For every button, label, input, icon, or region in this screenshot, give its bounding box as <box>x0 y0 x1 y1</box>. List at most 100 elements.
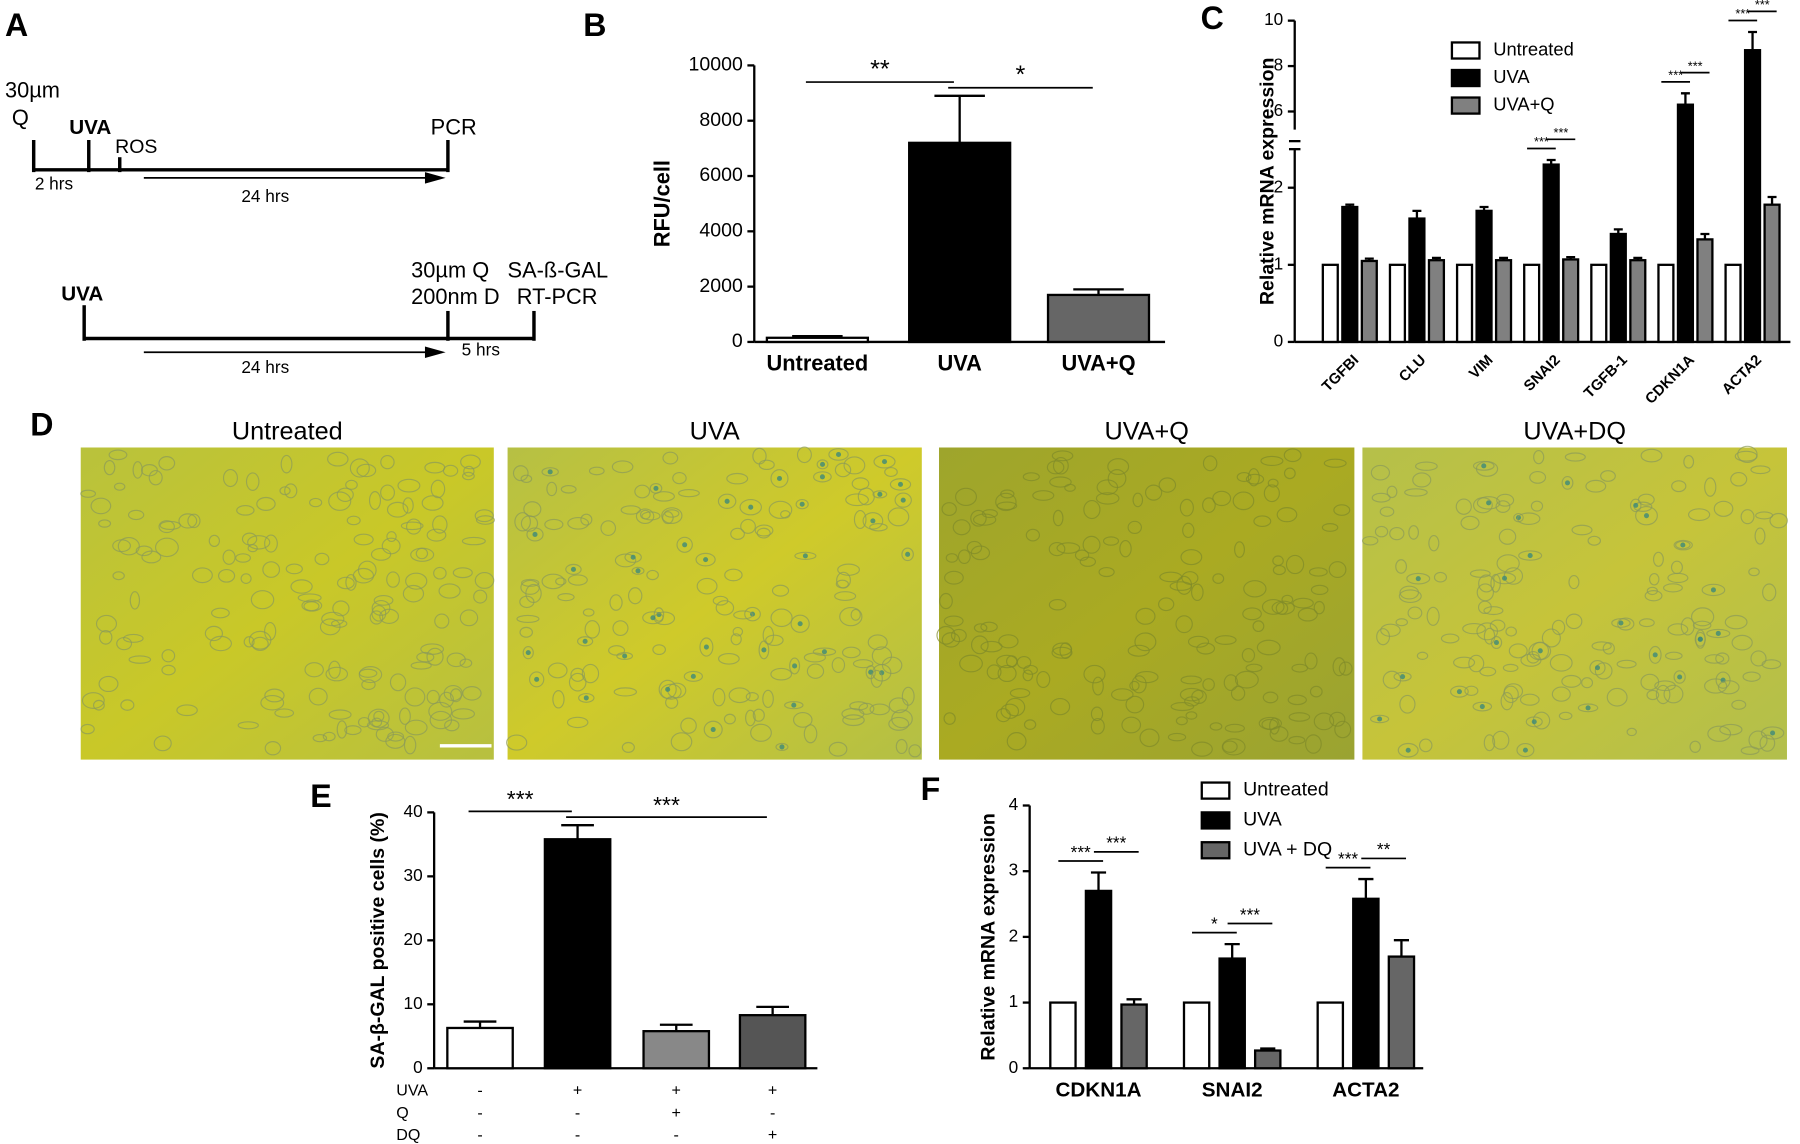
cell <box>328 660 341 679</box>
stain <box>776 475 783 481</box>
error-bar <box>1748 30 1758 51</box>
cell <box>1158 477 1177 493</box>
cell <box>1416 651 1429 660</box>
cell <box>1252 620 1265 633</box>
y-tick-label: 0 <box>1274 330 1284 350</box>
cell <box>1095 492 1120 505</box>
chart: 0 1 2 6 8 10 Relative mRNA expression TGFBI CLU V… <box>1256 0 1791 408</box>
cell <box>672 471 687 485</box>
cell <box>368 491 382 510</box>
cell <box>90 497 112 515</box>
cell <box>794 551 817 560</box>
cell <box>1371 492 1391 503</box>
bar <box>1316 1001 1345 1070</box>
cell <box>1654 680 1676 692</box>
cell <box>1476 583 1494 602</box>
y-axis-label: SA-β-GAL positive cells (%) <box>367 812 389 1068</box>
cell <box>1673 539 1693 551</box>
stain <box>748 504 754 510</box>
significance-label: *** <box>653 792 680 818</box>
cell <box>1495 500 1511 513</box>
cell <box>1589 660 1606 676</box>
error-bar <box>792 334 843 338</box>
timeline-text: 24 hrs <box>241 186 289 206</box>
error-bar <box>659 1023 693 1032</box>
error-bar <box>1546 158 1556 165</box>
cell <box>715 600 735 616</box>
cell <box>1404 488 1428 497</box>
cell <box>361 679 376 691</box>
cell <box>1267 478 1279 488</box>
cell <box>148 469 163 486</box>
cell <box>1125 695 1145 714</box>
cell <box>676 536 693 553</box>
cell <box>1690 607 1715 627</box>
cell <box>1399 585 1420 600</box>
error-bar <box>1358 877 1374 899</box>
cell <box>752 708 765 722</box>
cell <box>1242 607 1262 621</box>
cell <box>581 663 600 684</box>
cell <box>1323 458 1347 468</box>
cell <box>1175 615 1193 634</box>
error-bar <box>1700 232 1710 240</box>
significance-label: *** <box>1534 135 1549 149</box>
stain <box>1400 674 1406 680</box>
bar <box>1084 889 1113 1070</box>
treatment-mark: - <box>674 1126 679 1144</box>
cell <box>1737 445 1758 464</box>
cell <box>433 566 447 580</box>
timeline-text: 30µm <box>5 78 60 103</box>
cell <box>852 659 874 669</box>
stain <box>622 653 628 659</box>
cell <box>834 462 852 478</box>
cell <box>1412 472 1432 488</box>
cell <box>1051 450 1074 462</box>
bar <box>1455 263 1474 344</box>
cell <box>1528 641 1552 661</box>
cell <box>381 537 401 555</box>
cell <box>1139 728 1160 748</box>
timeline-text: 2 hrs <box>35 173 73 193</box>
cell <box>577 636 594 647</box>
cell <box>1525 716 1543 728</box>
cell <box>235 553 251 563</box>
bar <box>1120 1003 1148 1070</box>
cell <box>613 687 638 697</box>
cell <box>970 635 989 655</box>
cell <box>1731 634 1753 651</box>
cell <box>1159 571 1183 583</box>
stain <box>821 649 827 655</box>
cell <box>1673 670 1686 684</box>
cell <box>888 716 910 731</box>
cell <box>209 635 232 652</box>
cell <box>98 519 112 528</box>
cell <box>943 615 964 627</box>
cell <box>421 495 444 511</box>
cell <box>1179 498 1194 517</box>
cell <box>1591 641 1612 651</box>
bar <box>1494 259 1513 344</box>
cell <box>1426 606 1440 626</box>
cell <box>1692 620 1712 630</box>
cell <box>812 647 837 656</box>
bar <box>1182 1001 1211 1070</box>
cell <box>1671 480 1687 493</box>
cell <box>1262 691 1279 704</box>
cell <box>402 497 414 514</box>
legend-swatch <box>1450 68 1481 88</box>
panel-label: C <box>1201 0 1224 36</box>
y-tick-label: 4000 <box>699 219 743 241</box>
stain <box>1527 553 1533 559</box>
cell <box>966 540 983 555</box>
bar <box>1475 209 1493 344</box>
stain <box>710 727 716 733</box>
stain <box>1481 463 1487 469</box>
cell <box>161 649 176 663</box>
cell <box>80 723 95 735</box>
y-tick-label: 2000 <box>699 275 743 297</box>
cell <box>901 547 914 562</box>
cell <box>522 646 534 660</box>
cell <box>1626 727 1637 737</box>
